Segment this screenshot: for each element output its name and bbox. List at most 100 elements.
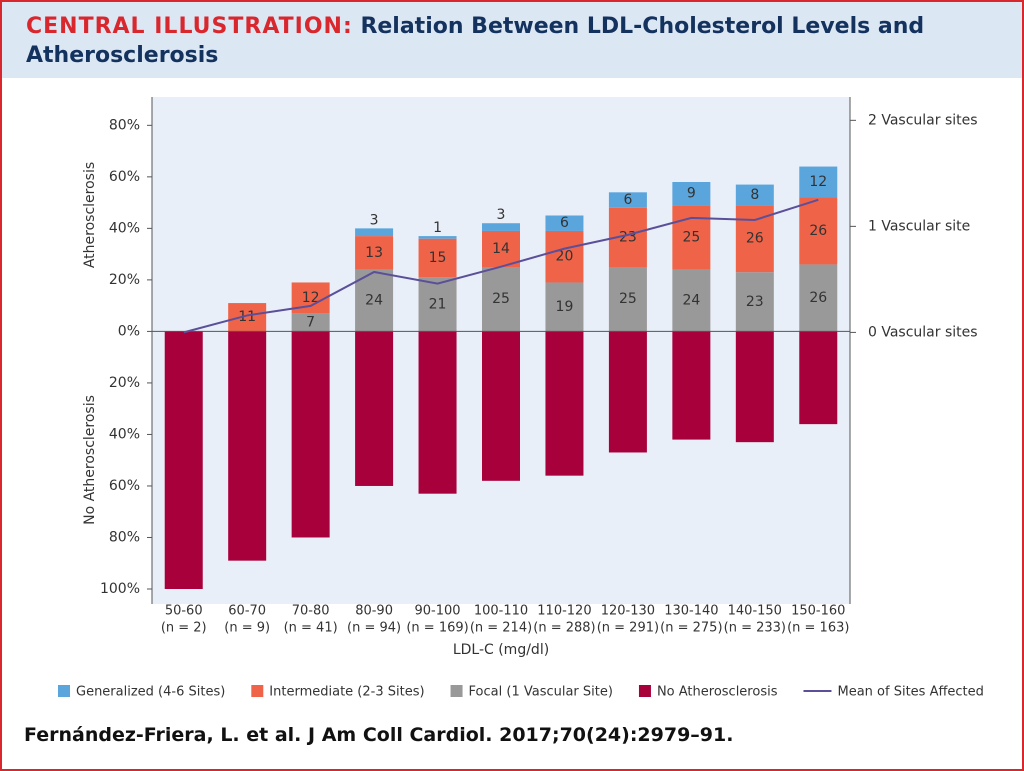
y-tick-label: 20%: [109, 272, 140, 288]
value-label: 8: [750, 187, 759, 203]
y2-tick-label: 0 Vascular sites: [868, 324, 978, 340]
value-label: 25: [619, 291, 637, 307]
x-tick-label: 80-90: [355, 604, 393, 619]
y-tick-label: 0%: [118, 323, 140, 339]
bar-segment: [672, 269, 711, 332]
bar-segment: [418, 331, 457, 494]
bar-segment: [735, 184, 774, 206]
x-tick-sublabel: (n = 9): [224, 621, 270, 636]
x-tick-sublabel: (n = 169): [406, 621, 468, 636]
value-label: 25: [682, 229, 700, 245]
value-label: 13: [365, 245, 383, 261]
bar-segment: [355, 331, 394, 486]
x-tick-label: 50-60: [165, 604, 203, 619]
value-label: 24: [682, 292, 700, 308]
bar-segment: [545, 282, 584, 332]
x-tick-label: 150-160: [791, 604, 845, 619]
y-label-top: Atherosclerosis: [82, 162, 98, 268]
x-tick-label: 110-120: [537, 604, 591, 619]
legend-label: Intermediate (2-3 Sites): [269, 685, 424, 700]
x-tick-label: 130-140: [664, 604, 718, 619]
bar-segment: [799, 331, 838, 425]
title-text: Relation Between LDL-Cholesterol Levels …: [26, 14, 925, 68]
bar-segment: [672, 182, 711, 206]
y-tick-label: 20%: [109, 375, 140, 391]
x-tick-label: 60-70: [228, 604, 266, 619]
value-label: 23: [619, 229, 637, 245]
y-tick-label: 60%: [109, 478, 140, 494]
bar-segment: [608, 267, 647, 332]
legend-swatch: [638, 685, 651, 697]
x-tick-label: 140-150: [728, 604, 782, 619]
value-label: 26: [746, 231, 764, 247]
bar-segment: [735, 272, 774, 332]
x-tick-sublabel: (n = 291): [597, 621, 659, 636]
x-tick-label: 100-110: [474, 604, 528, 619]
citation: Fernández-Friera, L. et al. J Am Coll Ca…: [24, 724, 734, 746]
value-label: 25: [492, 291, 510, 307]
title-label: CENTRAL ILLUSTRATION:: [26, 14, 353, 39]
legend-swatch: [251, 685, 264, 697]
bar-segment: [291, 331, 330, 538]
bar-segment: [545, 331, 584, 476]
value-label: 11: [238, 309, 256, 325]
bar-segment: [482, 230, 520, 268]
bar-segment: [545, 215, 584, 231]
bar-segment: [799, 264, 838, 332]
legend-swatch: [58, 685, 70, 697]
legend-swatch: [450, 685, 463, 697]
bar-segment: [672, 205, 711, 270]
value-label: 14: [492, 241, 510, 257]
y2-tick-label: 1 Vascular site: [868, 218, 970, 234]
value-label: 12: [809, 174, 827, 190]
value-label: 24: [365, 292, 383, 308]
value-label: 6: [560, 215, 569, 231]
x-label: LDL-C (mg/dl): [453, 642, 549, 658]
y-tick-label: 80%: [109, 529, 140, 545]
value-label: 3: [370, 212, 379, 228]
legend-label: Focal (1 Vascular Site): [469, 685, 613, 700]
value-label: 9: [687, 186, 696, 202]
y-tick-label: 40%: [109, 220, 140, 236]
value-label: 12: [302, 290, 320, 306]
bar-segment: [672, 331, 711, 440]
bar-segment: [545, 230, 584, 283]
x-tick-sublabel: (n = 2): [161, 621, 207, 636]
x-tick-sublabel: (n = 233): [724, 621, 786, 636]
value-label: 19: [556, 299, 574, 315]
legend-label: Generalized (4-6 Sites): [76, 685, 225, 700]
x-tick-sublabel: (n = 214): [470, 621, 532, 636]
bar-segment: [355, 228, 394, 237]
bar-segment: [482, 267, 520, 332]
header: CENTRAL ILLUSTRATION: Relation Between L…: [2, 2, 1022, 78]
value-label: 6: [623, 192, 632, 208]
y-tick-label: 60%: [109, 169, 140, 185]
x-tick-sublabel: (n = 163): [787, 621, 849, 636]
value-label: 3: [497, 207, 506, 223]
value-label: 15: [429, 250, 447, 266]
value-label: 26: [809, 223, 827, 239]
y-label-bottom: No Atherosclerosis: [82, 395, 98, 525]
bar-segment: [482, 223, 520, 231]
bar-segment: [608, 331, 647, 453]
bar-segment: [799, 197, 838, 265]
bar-segment: [228, 331, 267, 561]
value-label: 7: [306, 314, 315, 330]
title: CENTRAL ILLUSTRATION: Relation Between L…: [26, 12, 996, 70]
value-label: 23: [746, 294, 764, 310]
x-tick-sublabel: (n = 288): [533, 621, 595, 636]
bar-segment: [418, 236, 457, 239]
bar-segment: [291, 313, 330, 332]
x-tick-label: 70-80: [292, 604, 330, 619]
bar-segment: [799, 166, 838, 198]
bar-segment: [164, 331, 203, 589]
bar-segment: [418, 277, 457, 332]
value-label: 26: [809, 290, 827, 306]
x-tick-sublabel: (n = 275): [660, 621, 722, 636]
bar-segment: [735, 331, 774, 443]
x-tick-label: 120-130: [601, 604, 655, 619]
y2-tick-label: 2 Vascular sites: [868, 112, 978, 128]
legend-label: Mean of Sites Affected: [837, 685, 983, 700]
